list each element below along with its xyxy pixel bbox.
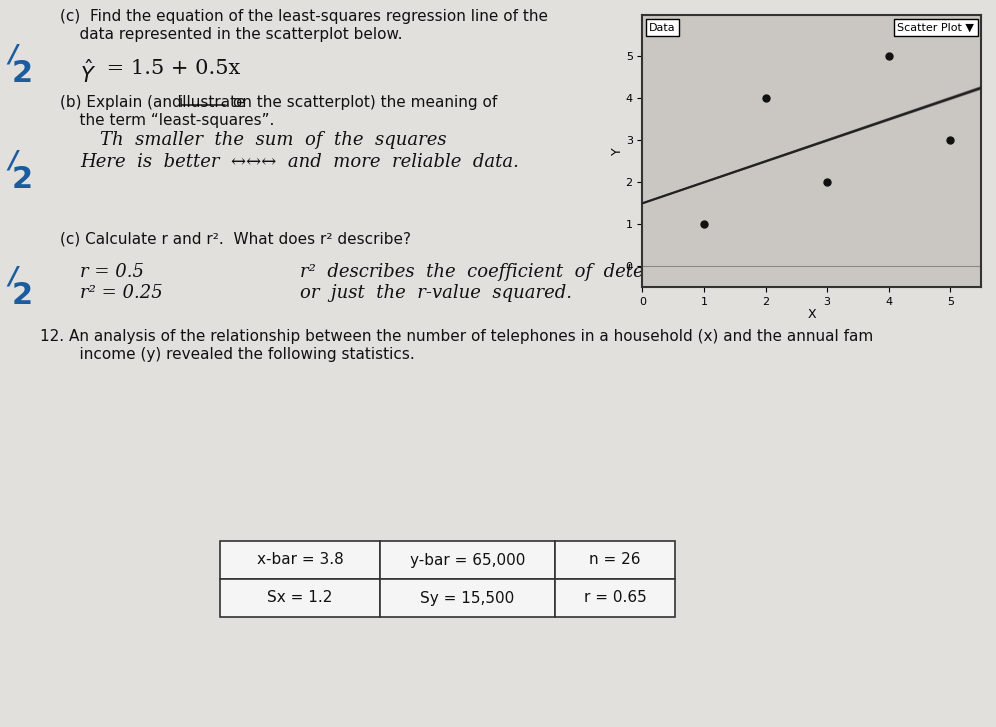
Text: data represented in the scatterplot below.: data represented in the scatterplot belo… [60,27,402,42]
Text: income (y) revealed the following statistics.: income (y) revealed the following statis… [60,347,414,362]
Text: (c)  Find the equation of the least-squares regression line of the: (c) Find the equation of the least-squar… [60,9,548,24]
Text: $\hat{Y}$: $\hat{Y}$ [80,59,96,87]
Text: the term “least-squares”.: the term “least-squares”. [60,113,274,128]
Text: /: / [8,149,17,173]
Text: 2: 2 [12,165,33,194]
Text: r²  describes  the  coefficient  of  determination: r² describes the coefficient of determin… [300,263,733,281]
Text: r² = 0.25: r² = 0.25 [80,284,162,302]
Text: 2: 2 [12,281,33,310]
Bar [380,579,555,617]
Text: r = 0.65: r = 0.65 [584,590,646,606]
Text: 2: 2 [12,59,33,88]
Text: Data: Data [649,23,676,33]
Text: 12. An analysis of the relationship between the number of telephones in a househ: 12. An analysis of the relationship betw… [40,329,873,344]
Text: = 1.5 + 0.5x: = 1.5 + 0.5x [100,59,240,78]
Text: x-bar = 3.8: x-bar = 3.8 [257,553,344,568]
Text: (b) Explain (and: (b) Explain (and [60,95,186,110]
Bar [380,541,555,579]
Text: Scatter Plot ▼: Scatter Plot ▼ [897,23,974,33]
Text: (c) Calculate r and r².  What does r² describe?: (c) Calculate r and r². What does r² des… [60,232,411,247]
Bar [220,541,380,579]
Text: illustrate: illustrate [179,95,247,110]
Text: on the scatterplot) the meaning of: on the scatterplot) the meaning of [228,95,497,110]
Text: Sx = 1.2: Sx = 1.2 [267,590,333,606]
Bar [555,541,675,579]
Text: n = 26: n = 26 [590,553,640,568]
Text: /: / [8,42,17,66]
Text: Here  is  better  ↔↔↔  and  more  reliable  data.: Here is better ↔↔↔ and more reliable dat… [80,153,519,171]
Bar [220,579,380,617]
Text: Th  smaller  the  sum  of  the  squares: Th smaller the sum of the squares [100,131,446,149]
Bar [555,579,675,617]
Y-axis label: Y: Y [612,147,624,155]
Text: r = 0.5: r = 0.5 [80,263,144,281]
Text: y-bar = 65,000: y-bar = 65,000 [409,553,525,568]
Text: Sy = 15,500: Sy = 15,500 [420,590,515,606]
Text: or  just  the  r-value  squared.: or just the r-value squared. [300,284,572,302]
Text: /: / [8,265,17,289]
X-axis label: X: X [808,308,816,321]
